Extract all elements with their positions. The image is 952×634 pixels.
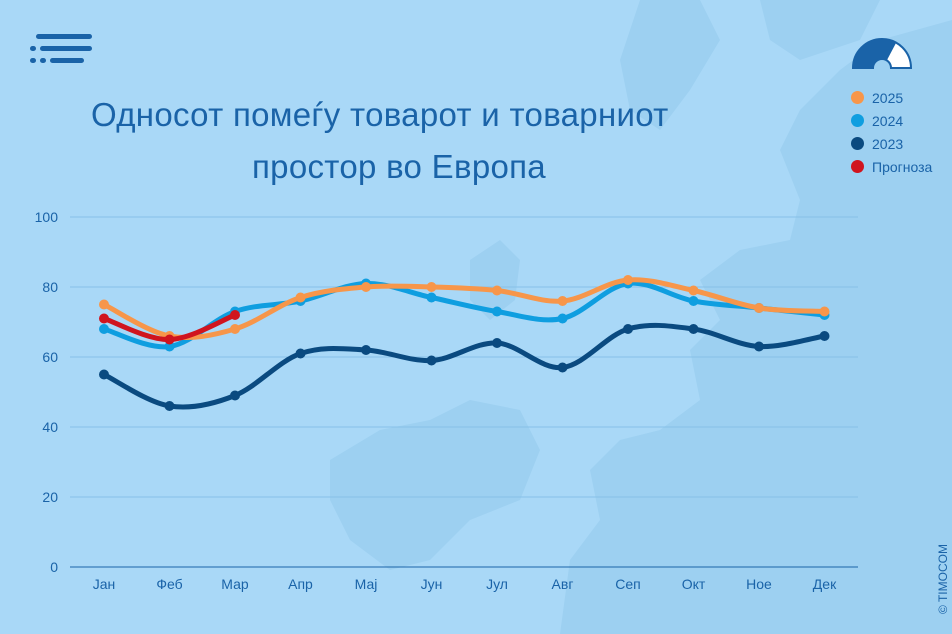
data-point-2023 [688, 324, 699, 334]
data-point-2025 [688, 285, 699, 296]
x-tick-label: Авг [552, 576, 574, 592]
x-tick-label: Јул [486, 576, 508, 592]
data-point-2023 [164, 401, 175, 411]
data-point-2025 [557, 296, 568, 306]
legend-label-forecast: Прогноза [872, 158, 933, 175]
data-point-2023 [361, 345, 371, 355]
chart-title-line1: Односот помеѓу товарот и товарниот [91, 96, 669, 133]
x-tick-label: Окт [682, 576, 706, 592]
legend-marker-2024 [851, 114, 864, 127]
data-point-2023 [557, 362, 568, 373]
y-tick-label: 60 [42, 349, 58, 365]
chart-title-line2: простор во Европа [252, 148, 546, 185]
data-point-2023 [99, 369, 109, 380]
data-point-2023 [754, 341, 764, 352]
series-line-2024 [101, 280, 827, 350]
data-point-2025 [754, 303, 764, 313]
series-line-2025 [101, 277, 827, 341]
x-tick-label: Мар [221, 576, 249, 592]
series-line-2023 [101, 322, 827, 410]
y-tick-label: 100 [35, 209, 59, 225]
x-tick-label: Апр [288, 576, 313, 592]
data-point-2025 [623, 275, 633, 285]
data-point-2025 [99, 299, 109, 310]
data-point-2024 [164, 341, 175, 352]
data-point-2023 [819, 331, 830, 341]
legend-item-2024: 2024 [851, 109, 932, 132]
x-tick-label: Мај [355, 576, 378, 592]
data-point-2025 [361, 282, 371, 292]
data-point-2025 [230, 324, 240, 334]
legend-label-2025: 2025 [872, 89, 904, 106]
data-point-2024 [492, 306, 502, 317]
x-tick-label: Сеп [615, 576, 640, 592]
y-tick-label: 0 [50, 559, 58, 575]
legend-marker-2025 [851, 91, 864, 104]
data-point-2023 [295, 348, 306, 359]
copyright-label: © TIMOCOM [936, 544, 950, 614]
x-tick-label: Јан [93, 576, 116, 592]
x-tick-label: Дек [813, 576, 837, 592]
x-tick-label: Јун [421, 576, 443, 592]
x-tick-label: Ное [746, 576, 772, 592]
y-tick-label: 20 [42, 489, 58, 505]
data-point-forecast [99, 313, 109, 324]
legend-marker-forecast [851, 160, 864, 173]
y-tick-label: 80 [42, 279, 58, 295]
legend-item-forecast: Прогноза [851, 155, 932, 178]
gauge-icon [851, 38, 913, 69]
data-point-2024 [426, 292, 437, 303]
data-point-2025 [295, 292, 306, 303]
legend-marker-2023 [851, 137, 864, 150]
data-point-2024 [557, 313, 568, 324]
data-point-2023 [426, 355, 437, 366]
legend-item-2023: 2023 [851, 132, 932, 155]
legend-item-2025: 2025 [851, 86, 932, 109]
brand-logo-icon [30, 34, 92, 63]
data-point-2024 [99, 324, 109, 334]
data-point-2025 [819, 306, 830, 317]
legend-label-2024: 2024 [872, 112, 904, 129]
x-tick-label: Феб [156, 576, 182, 592]
legend-label-2023: 2023 [872, 135, 904, 152]
data-point-2025 [426, 282, 437, 292]
y-tick-label: 40 [42, 419, 58, 435]
data-point-2023 [492, 338, 502, 348]
data-point-2023 [623, 324, 633, 334]
data-point-2025 [492, 285, 502, 296]
data-point-forecast [230, 310, 240, 320]
data-point-2023 [230, 390, 240, 401]
legend: 2025 2024 2023 Прогноза [851, 86, 932, 178]
data-point-forecast [164, 334, 175, 345]
data-point-2024 [688, 296, 699, 306]
